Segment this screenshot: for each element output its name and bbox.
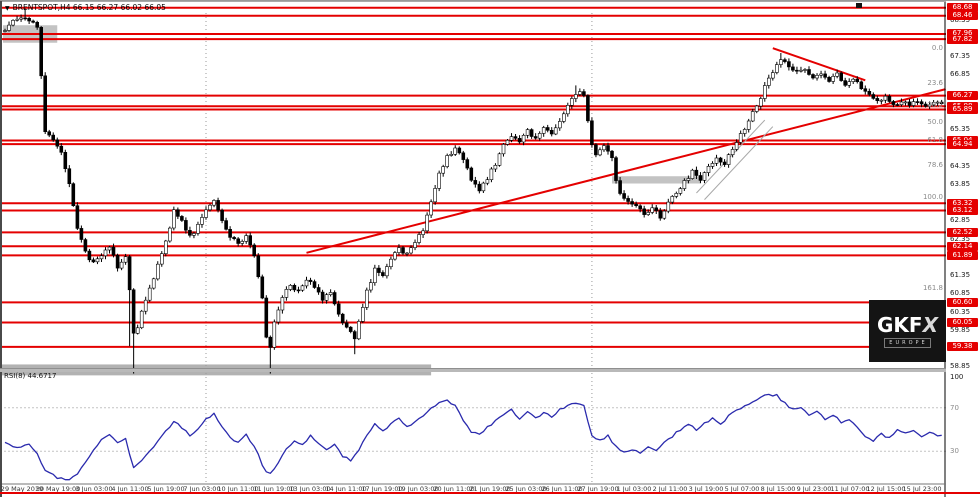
time-axis-label: 1 Jul 03:00 (616, 485, 652, 493)
hline-price-tag: 62.52 (947, 227, 978, 237)
time-axis-label: 14 Jun 11:00 (325, 485, 367, 493)
time-axis-label: 8 Jul 15:00 (760, 485, 796, 493)
gkfx-logo-subtext: EUROPE (884, 337, 931, 348)
time-axis-label: 29 May 2019 (0, 485, 44, 493)
price-axis-label: 61.35 (950, 271, 971, 280)
hline-price-tag: 60.60 (947, 297, 978, 307)
time-axis-label: 3 Jun 03:00 (75, 485, 113, 493)
price-axis-label: 59.85 (950, 325, 971, 334)
gray-trend-line (704, 126, 774, 200)
fib-level-label: 38.2 (927, 100, 943, 109)
hline-price-tag: 62.14 (947, 241, 978, 251)
time-axis-label: 25 Jun 03:00 (505, 485, 547, 493)
time-axis-label: 4 Jun 11:00 (111, 485, 149, 493)
price-axis-label: 62.85 (950, 216, 971, 225)
time-axis-label: 17 Jun 19:00 (361, 485, 403, 493)
hline-price-tag: 63.32 (947, 198, 978, 208)
price-axis-label: 60.85 (950, 289, 971, 298)
chart-shift-marker[interactable] (856, 3, 862, 8)
time-axis-label: 19 Jun 03:00 (397, 485, 439, 493)
gkfx-logo-text: GKFX (877, 312, 938, 337)
window-left-border (0, 1, 2, 497)
time-axis-label: 7 Jun 03:00 (183, 485, 221, 493)
time-axis-label: 10 Jun 11:00 (217, 485, 259, 493)
time-axis-label: 11 Jun 19:00 (253, 485, 295, 493)
time-axis-label: 2 Jul 11:00 (652, 485, 688, 493)
ascending-support (306, 88, 946, 254)
time-axis-label: 3 Jul 19:00 (688, 485, 724, 493)
hline-price-tag: 67.82 (947, 34, 978, 44)
fib-level-label: 0.0 (931, 44, 943, 53)
time-axis[interactable]: 29 May 2019 30 May 19:00 3 Jun 03:00 4 Jun … (0, 485, 946, 495)
fib-level-label: 61.8 (927, 135, 943, 144)
bottom-red-line (0, 492, 980, 494)
time-axis-label: 20 Jun 11:00 (433, 485, 475, 493)
fib-level-label: 161.8 (922, 284, 943, 293)
candlesticks (3, 8, 944, 374)
fib-level-label: 50.0 (927, 118, 943, 127)
gray-zone-rect (612, 176, 701, 184)
time-axis-label: 15 Jul 23:00 (902, 485, 942, 493)
rsi-axis-label: 100 (950, 373, 964, 381)
hline-price-tag: 68.68 (947, 3, 978, 13)
hline-price-tag: 63.12 (947, 206, 978, 216)
price-axis-label: 67.35 (950, 52, 971, 61)
time-axis-label: 11 Jul 07:00 (830, 485, 870, 493)
fib-level-label: 23.6 (927, 79, 943, 88)
time-axis-label: 26 Jun 11:00 (541, 485, 583, 493)
rsi-axis-label: 30 (950, 447, 959, 456)
hline-price-tag: 61.89 (947, 250, 978, 260)
hline-price-tag: 67.96 (947, 29, 978, 39)
chart-title: ▼ BRENTSPOT,H4 66.15 66.27 66.02 66.05 (5, 3, 166, 12)
gray-trend-line (696, 119, 766, 194)
hline-price-tag: 66.27 (947, 91, 978, 101)
fib-level-label: 100.0 (922, 192, 943, 201)
rsi-indicator-label: RSI(8) 44.6717 (4, 372, 57, 380)
symbol-period-label: BRENTSPOT,H4 (12, 3, 71, 12)
time-axis-label: 13 Jun 03:00 (289, 485, 331, 493)
pane-separator[interactable] (0, 368, 980, 372)
price-axis-label: 62.35 (950, 234, 971, 243)
price-axis-label: 60.35 (950, 307, 971, 316)
rsi-axis-label: 70 (950, 403, 959, 412)
price-axis-label: 64.35 (950, 161, 971, 170)
time-axis-label: 21 Jun 19:00 (469, 485, 511, 493)
time-axis-label: 9 Jul 23:00 (796, 485, 832, 493)
price-axis-label: 63.85 (950, 179, 971, 188)
hline-price-tag: 59.38 (947, 342, 978, 352)
rsi-curve (4, 393, 942, 481)
time-axis-label: 30 May 19:00 (35, 485, 81, 493)
chart-canvas[interactable] (0, 1, 946, 497)
ohlc-values: 66.15 66.27 66.02 66.05 (72, 3, 166, 12)
price-axis-label: 58.85 (950, 362, 971, 371)
hline-price-tag: 60.05 (947, 317, 978, 327)
time-axis-label: 27 Jun 19:00 (577, 485, 619, 493)
price-axis-label: 66.85 (950, 70, 971, 79)
hline-price-tag: 64.94 (947, 139, 978, 149)
time-axis-label: 5 Jul 07:00 (724, 485, 760, 493)
descending-resistance (772, 47, 866, 82)
price-axis[interactable]: 68.3567.3566.8565.3564.8564.3563.8562.85… (946, 1, 980, 497)
price-axis-label: 65.35 (950, 125, 971, 134)
hline-price-tag: 65.89 (947, 104, 978, 114)
time-axis-label: 12 Jul 15:00 (866, 485, 906, 493)
symbol-dropdown-icon[interactable]: ▼ (5, 5, 10, 12)
time-axis-label: 5 Jun 19:00 (147, 485, 185, 493)
fib-level-label: 78.6 (927, 160, 943, 169)
gkfx-logo-x: X (922, 312, 938, 337)
hline-price-tag: 68.46 (947, 11, 978, 21)
gkfx-logo: GKFX EUROPE (869, 300, 946, 362)
